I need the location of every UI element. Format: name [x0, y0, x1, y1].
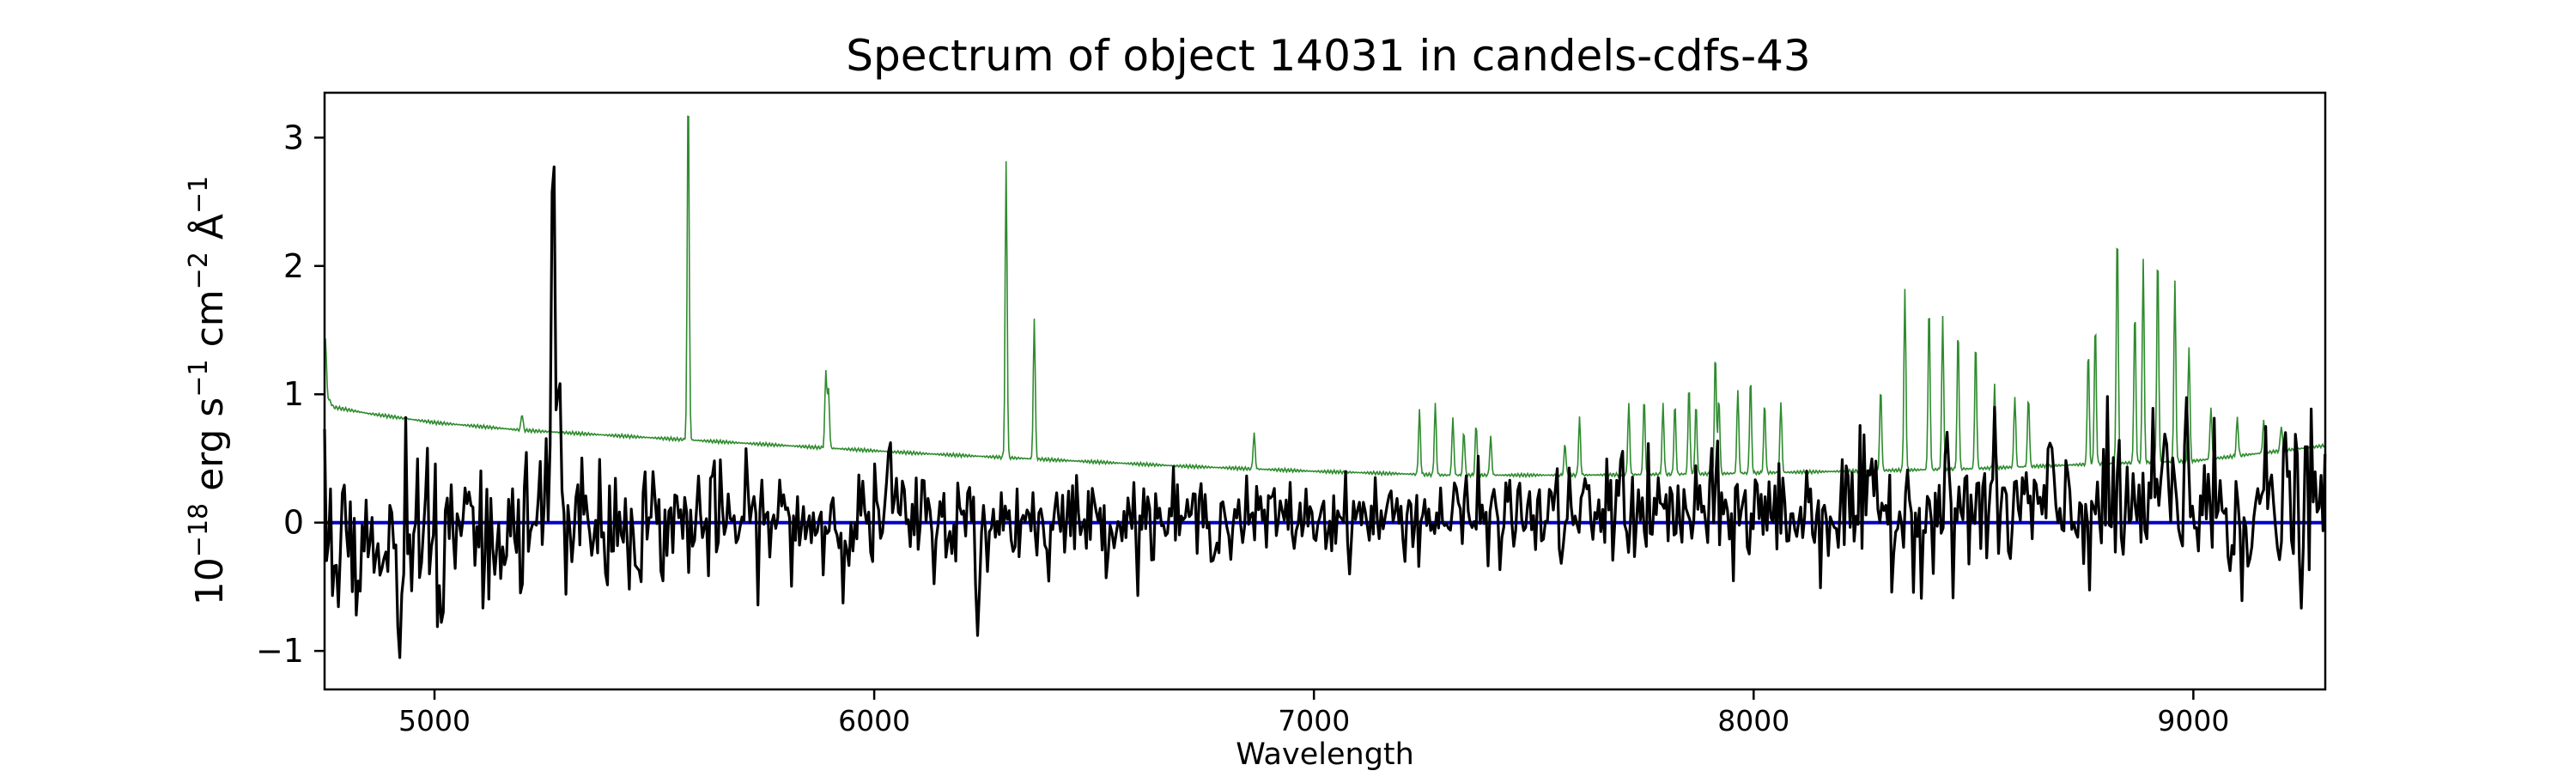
x-axis-label: Wavelength: [1236, 738, 1414, 772]
y-tick-label: 2: [283, 247, 304, 285]
x-tick-label: 8000: [1717, 704, 1789, 738]
flux-spectrum-line: [323, 165, 2327, 659]
y-tick-label: 3: [283, 118, 304, 156]
x-tick-label: 9000: [2157, 704, 2229, 738]
x-tick-label: 6000: [838, 704, 910, 738]
y-tick-label: 1: [283, 375, 304, 413]
plot-frame: [323, 91, 2327, 691]
y-tick-label: 0: [283, 504, 304, 542]
x-axis: 5000 6000 7000 8000 9000: [398, 689, 2229, 738]
chart-title: Spectrum of object 14031 in candels-cdfs…: [846, 31, 1811, 81]
y-axis: −1 0 1 2 3: [256, 118, 325, 670]
sky-spectrum-line: [324, 115, 2326, 479]
x-tick-label: 5000: [398, 704, 471, 738]
x-tick-label: 7000: [1278, 704, 1350, 738]
sky-spectrum-group: [324, 115, 2326, 479]
y-axis-label: 10−18 erg s−1 cm−2 Å−1: [184, 176, 232, 605]
flux-spectrum-group: [323, 165, 2327, 659]
y-tick-label: −1: [256, 632, 304, 670]
